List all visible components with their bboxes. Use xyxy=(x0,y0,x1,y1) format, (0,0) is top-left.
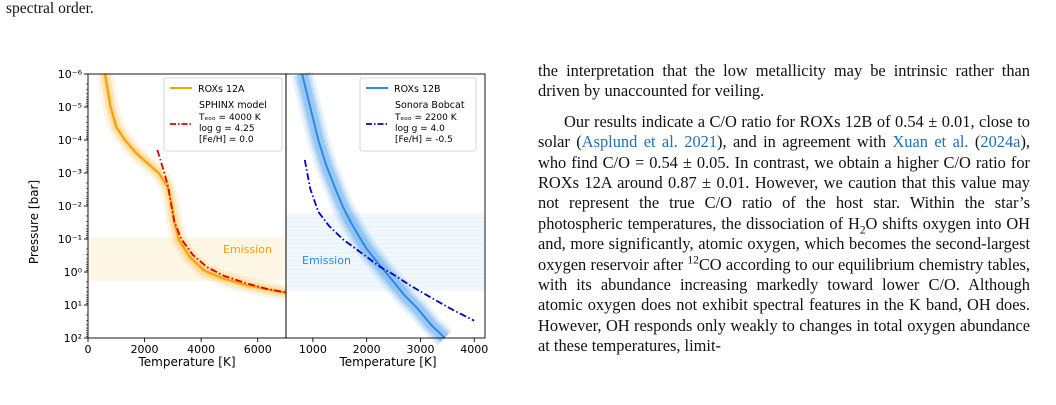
body-text-column: the interpretation that the low metallic… xyxy=(538,61,1030,357)
y-tick-label: 10² xyxy=(64,332,82,345)
citation-asplund-link[interactable]: Asplund et al. 2021 xyxy=(581,132,718,152)
right-axes-frame xyxy=(285,73,486,339)
paragraph-2: Our results indicate a C/O ratio for ROX… xyxy=(538,111,1031,356)
roxs12b-profile-line xyxy=(301,73,446,339)
y-tick-label: 10⁻⁴ xyxy=(58,134,83,147)
right-emission-band xyxy=(286,243,485,249)
right-emission-band xyxy=(286,282,485,288)
pressure-temperature-figure: 10⁻⁶ 10⁻⁵ 10⁻⁴ 10⁻³ 10⁻² 10⁻¹ 10⁰ 10¹ 10² 0 2000 40… xyxy=(10,66,510,378)
legend-bobcat-title: Sonora Bobcat xyxy=(395,100,465,111)
y-tick-label: 10⁻⁶ xyxy=(58,68,83,81)
right-emission-band xyxy=(286,217,485,223)
left-emission-band xyxy=(88,262,286,267)
left-series xyxy=(104,73,287,294)
left-x-tick-label: 4000 xyxy=(187,343,215,356)
right-emission-band xyxy=(286,213,485,219)
right-emission-band xyxy=(286,273,485,279)
left-emission-band xyxy=(88,258,286,263)
legend-sphinx-feh: [Fe/H] = 0.0 xyxy=(199,135,254,145)
right-x-tick-label: 1000 xyxy=(299,343,327,356)
right-x-tick-label: 2000 xyxy=(353,343,381,356)
y-tick-label: 10⁻³ xyxy=(58,167,82,180)
legend-sphinx-teff: Tₑₒₒ = 4000 K xyxy=(198,113,262,123)
left-emission-band xyxy=(88,276,286,281)
left-x-tick-label: 6000 xyxy=(244,343,272,356)
legend-roxs12a-label: ROXs 12A xyxy=(198,84,245,95)
right-emission-band xyxy=(286,260,485,266)
citation-xuan-link[interactable]: Xuan et al. xyxy=(892,132,969,152)
legend-sphinx-title: SPHINX model xyxy=(199,100,267,111)
left-emission-band xyxy=(88,273,286,278)
right-series xyxy=(301,73,475,339)
right-emission-band xyxy=(286,286,485,292)
left-emission-band xyxy=(88,255,286,260)
legend-bobcat-logg: log g = 4.0 xyxy=(395,124,445,134)
right-emission-band xyxy=(286,247,485,253)
right-x-tick-label: 4000 xyxy=(460,343,488,356)
left-emission-band xyxy=(88,244,286,249)
y-tick-label: 10⁻² xyxy=(58,200,82,213)
right-legend: ROXs 12B Sonora Bobcat Tₑₒₒ = 2200 K log… xyxy=(359,77,477,152)
right-x-tick-label: 3000 xyxy=(406,343,434,356)
right-emission-band xyxy=(286,234,485,240)
y-tick-label: 10⁰ xyxy=(64,266,83,279)
right-emission-band xyxy=(286,264,485,270)
left-legend: ROXs 12A SPHINX model Tₑₒₒ = 4000 K log … xyxy=(163,77,283,152)
legend-bobcat-feh: [Fe/H] = -0.5 xyxy=(395,135,453,145)
left-emission-band xyxy=(88,266,286,271)
y-tick-label: 10⁻⁵ xyxy=(58,101,82,114)
paragraph-1: the interpretation that the low metallic… xyxy=(538,61,1030,101)
left-emission-label: Emission xyxy=(223,243,272,256)
legend-bobcat-teff: Tₑₒₒ = 2200 K xyxy=(394,113,458,123)
right-emission-label: Emission xyxy=(302,254,351,267)
right-x-axis-label: Temperature [K] xyxy=(338,355,436,369)
sphinx-model-line xyxy=(156,149,287,294)
right-emission-band xyxy=(286,226,485,232)
left-emission-band xyxy=(88,247,286,252)
right-emission-band xyxy=(286,239,485,245)
left-x-axis-label: Temperature [K] xyxy=(137,355,235,369)
y-axis-label: Pressure [bar] xyxy=(27,180,41,264)
left-emission-band xyxy=(88,237,286,241)
legend-sphinx-logg: log g = 4.25 xyxy=(199,124,255,134)
right-emission-band xyxy=(286,252,485,258)
page-top-fragment: spectral order. xyxy=(6,0,94,17)
left-emission-bands xyxy=(88,237,286,281)
left-emission-band xyxy=(88,240,286,245)
y-tick-label: 10¹ xyxy=(64,299,82,312)
y-tick-label: 10⁻¹ xyxy=(58,233,82,246)
right-emission-band xyxy=(286,230,485,236)
left-x-tick-label: 2000 xyxy=(131,343,159,356)
left-emission-band xyxy=(88,269,286,274)
legend-roxs12b-label: ROXs 12B xyxy=(394,84,441,95)
bobcat-model-line xyxy=(303,159,475,322)
right-emission-band xyxy=(286,221,485,227)
citation-xuan-year-link[interactable]: 2024a xyxy=(980,132,1021,152)
right-emission-band xyxy=(286,277,485,283)
left-x-tick-label: 0 xyxy=(85,343,92,356)
right-emission-band xyxy=(286,256,485,262)
